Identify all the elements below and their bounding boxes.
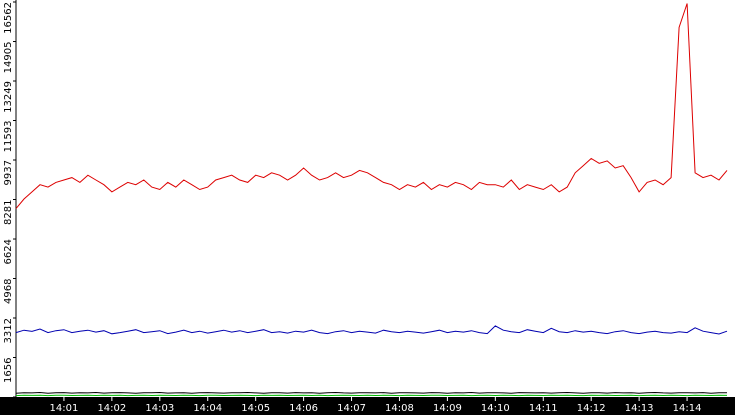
x-tick-label: 14:01	[50, 403, 79, 414]
x-tick-label: 14:04	[193, 403, 222, 414]
x-tick-label: 14:07	[337, 403, 366, 414]
y-tick-label: 8281	[3, 200, 14, 225]
x-tick-label: 14:12	[577, 403, 606, 414]
x-tick-label: 14:10	[481, 403, 510, 414]
x-tick-label: 14:14	[673, 403, 702, 414]
y-tick-label: 14905	[3, 42, 14, 74]
y-tick-label: 13249	[3, 81, 14, 113]
x-tick-label: 14:11	[529, 403, 558, 414]
series-line	[15, 391, 728, 394]
x-tick-label: 14:02	[97, 403, 126, 414]
y-tick-label: 16562	[3, 2, 14, 34]
x-axis-bar	[0, 397, 735, 415]
x-tick-label: 14:09	[433, 403, 462, 414]
y-tick-label: 4968	[3, 279, 14, 304]
y-tick-label: 1656	[3, 358, 14, 383]
series-line	[15, 325, 728, 335]
x-tick-label: 14:08	[385, 403, 414, 414]
y-tick-label: 9937	[3, 160, 14, 185]
x-tick-label: 14:05	[241, 403, 270, 414]
x-tick-label: 14:06	[289, 403, 318, 414]
y-tick-label: 0	[3, 397, 14, 403]
y-tick-label: 6624	[3, 239, 14, 264]
x-tick-label: 14:13	[625, 403, 654, 414]
series-line	[15, 3, 728, 209]
x-tick-label: 14:03	[145, 403, 174, 414]
y-tick-label: 3312	[3, 318, 14, 343]
y-tick-label: 11593	[3, 121, 14, 153]
